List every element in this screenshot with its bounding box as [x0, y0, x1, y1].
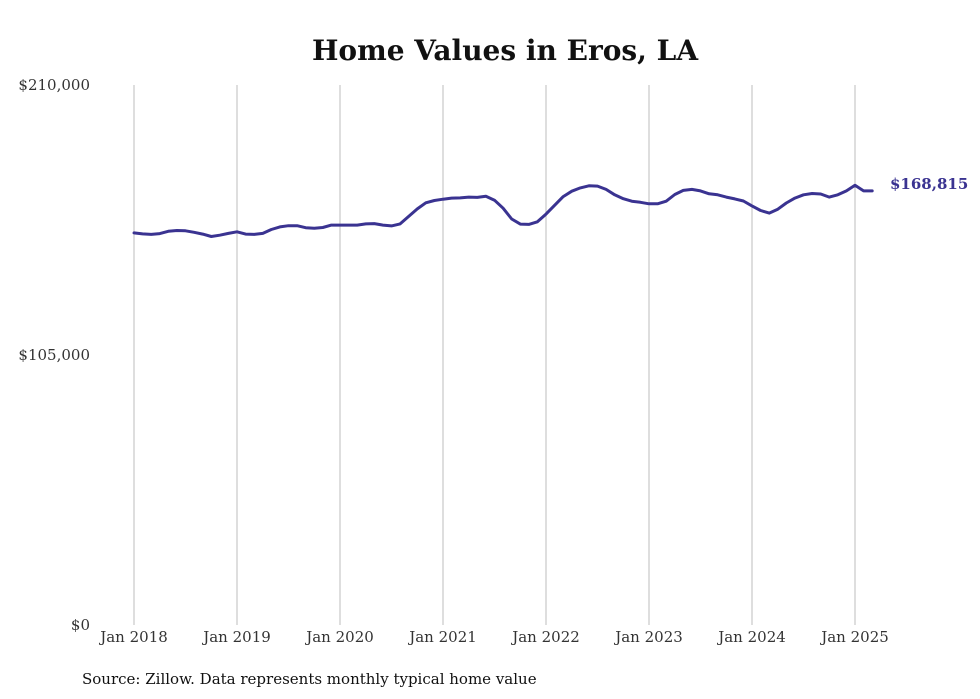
x-tick-label: Jan 2022: [510, 628, 580, 646]
series-layer: [132, 183, 874, 238]
latest-value-label: $168,815: [890, 175, 968, 193]
x-tick-label: Jan 2023: [613, 628, 683, 646]
source-note: Source: Zillow. Data represents monthly …: [82, 670, 537, 688]
gridlines: [133, 85, 856, 625]
x-tick-label: Jan 2018: [98, 628, 168, 646]
x-tick-label: Jan 2019: [201, 628, 271, 646]
x-tick-label: Jan 2020: [304, 628, 374, 646]
y-axis-labels: $0 $105,000 $210,000: [18, 76, 90, 634]
x-tick-label: Jan 2024: [716, 628, 786, 646]
x-axis-labels: Jan 2018 Jan 2019 Jan 2020 Jan 2021 Jan 2022…: [98, 628, 889, 646]
x-tick-label: Jan 2025: [819, 628, 889, 646]
chart-title: Home Values in Eros, LA: [312, 34, 699, 67]
x-tick-label: Jan 2021: [407, 628, 477, 646]
y-tick-label: $105,000: [18, 346, 90, 364]
y-tick-label: $0: [71, 616, 90, 634]
home-value-line: [132, 183, 874, 238]
y-tick-label: $210,000: [18, 76, 90, 94]
